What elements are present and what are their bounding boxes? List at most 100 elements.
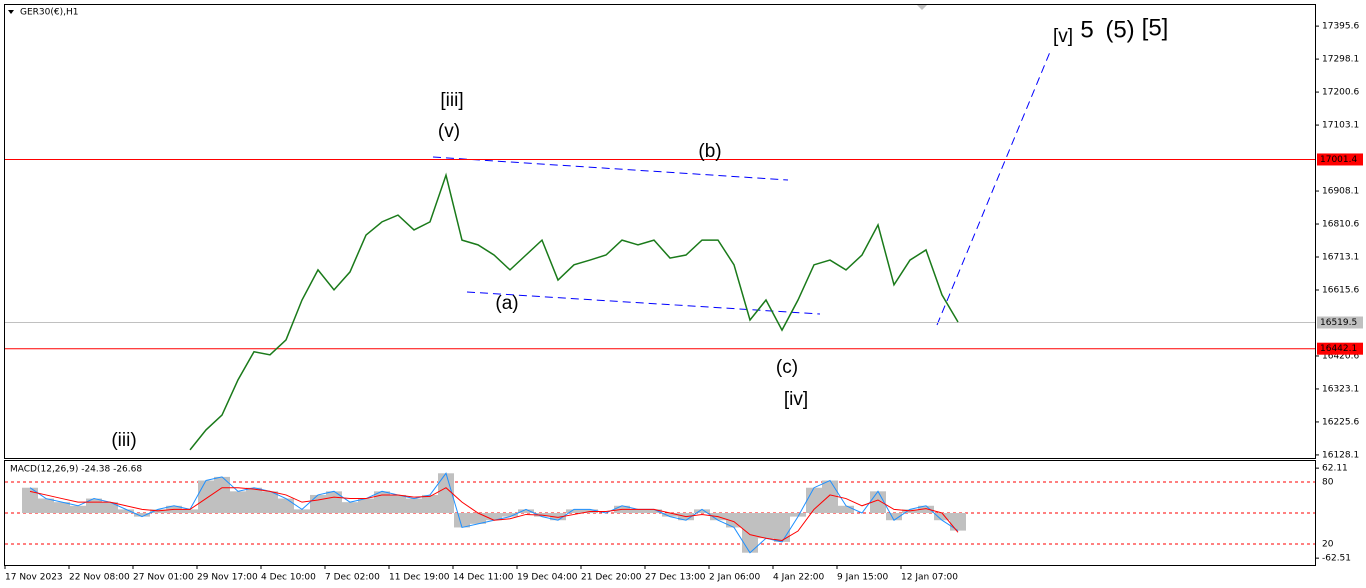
macd-bar (294, 509, 310, 513)
price-level-label: 17001.4 (1320, 155, 1357, 165)
shift-marker (917, 5, 927, 10)
macd-bar (838, 505, 854, 513)
macd-bar (934, 513, 950, 521)
macd-bar (550, 513, 566, 521)
y-tick-label: 16225.6 (1322, 417, 1359, 427)
macd-bar (422, 494, 438, 513)
y-tick-label: 17103.1 (1322, 121, 1359, 131)
wave-label: [5] (1142, 14, 1169, 41)
level-label: 80 (1322, 478, 1334, 488)
macd-title: MACD(12,26,9) -24.38 -26.68 (10, 465, 142, 475)
macd-bar (742, 513, 758, 553)
macd-bar (198, 480, 214, 513)
wave-label: (a) (495, 293, 518, 314)
macd-bar (918, 505, 934, 513)
price-level-label: 16519.5 (1320, 318, 1357, 328)
macd-bar (454, 513, 470, 528)
x-tick-label: 22 Nov 08:00 (69, 573, 130, 583)
x-tick-label: 27 Dec 13:00 (645, 573, 706, 583)
macd-bar (374, 491, 390, 513)
macd-bar (230, 491, 246, 513)
x-tick-label: 9 Jan 15:00 (837, 573, 889, 583)
x-tick-label: 17 Nov 2023 (5, 573, 63, 583)
wave-label: [iv] (784, 389, 808, 410)
y-tick-label: 17298.1 (1322, 55, 1359, 65)
y-tick-label: 62.11 (1322, 464, 1348, 474)
y-tick-label: 16420.6 (1322, 351, 1359, 361)
price-line (189, 172, 959, 451)
wave-label: (b) (698, 141, 721, 162)
y-tick-label: -62.51 (1322, 554, 1351, 564)
x-tick-label: 4 Dec 10:00 (261, 573, 316, 583)
macd-bar (214, 476, 230, 513)
macd-bar (246, 487, 262, 513)
x-tick-label: 19 Dec 04:00 (517, 573, 578, 583)
y-tick-label: 17395.6 (1322, 22, 1359, 32)
macd-bar (886, 513, 902, 521)
macd-bar (566, 509, 582, 513)
wave-label: [v] (1053, 26, 1073, 47)
y-tick-label: 16128.1 (1322, 450, 1359, 460)
macd-bar (118, 509, 134, 513)
macd-bar (758, 513, 774, 539)
price-level-box (1317, 316, 1363, 329)
x-tick-label: 2 Jan 06:00 (709, 573, 761, 583)
macd-bar (102, 502, 118, 513)
macd-bar (662, 513, 678, 517)
menu-arrow (8, 10, 14, 14)
y-tick-label: 16908.1 (1322, 187, 1359, 197)
macd-bar (486, 513, 502, 521)
macd-bar (438, 473, 454, 513)
macd-bar (822, 480, 838, 513)
x-tick-label: 11 Dec 19:00 (389, 573, 450, 583)
macd-bar (518, 509, 534, 513)
y-tick-label: 16810.6 (1322, 220, 1359, 230)
macd-bar (278, 498, 294, 513)
macd-bar (54, 502, 70, 513)
x-tick-label: 7 Dec 02:00 (325, 573, 380, 583)
macd-bar (310, 494, 326, 513)
main-panel (4, 4, 1316, 459)
price-level-box (1317, 342, 1363, 355)
macd-bar (470, 513, 486, 524)
wave-label: (v) (438, 121, 460, 142)
macd-bar (790, 513, 806, 517)
wave-label: 5 (1080, 16, 1093, 43)
projection-line (936, 51, 1051, 326)
macd-bar (342, 502, 358, 513)
macd-bar (182, 509, 198, 513)
x-tick-label: 14 Dec 11:00 (453, 573, 514, 583)
wave-label: (5) (1105, 16, 1134, 43)
macd-bar (262, 491, 278, 513)
macd-bar (38, 498, 54, 513)
macd-bar (358, 498, 374, 513)
macd-bar (134, 513, 150, 517)
macd-bar (326, 491, 342, 513)
wave-label: [iii] (440, 90, 463, 111)
wave-label: (iii) (111, 430, 136, 451)
signal-line (29, 487, 959, 541)
chart-title: GER30(€),H1 (20, 8, 78, 18)
y-tick-label: 16615.6 (1322, 285, 1359, 295)
macd-bar (502, 513, 518, 517)
x-tick-label: 21 Dec 20:00 (581, 573, 642, 583)
y-tick-label: 16713.1 (1322, 253, 1359, 263)
trend-line (432, 156, 789, 181)
x-tick-label: 29 Nov 17:00 (197, 573, 258, 583)
macd-bar (646, 509, 662, 513)
x-tick-label: 12 Jan 07:00 (901, 573, 958, 583)
level-label: 20 (1322, 540, 1334, 550)
macd-bar (70, 505, 86, 513)
wave-label: (c) (776, 357, 798, 378)
macd-bar (630, 509, 646, 513)
price-level-label: 16442.1 (1320, 344, 1357, 354)
x-tick-label: 4 Jan 22:00 (773, 573, 825, 583)
macd-bar (726, 513, 742, 528)
macd-bar (406, 498, 422, 513)
macd-bar (950, 513, 966, 531)
x-tick-label: 27 Nov 01:00 (133, 573, 194, 583)
y-tick-label: 16323.1 (1322, 384, 1359, 394)
trend-line (466, 291, 821, 315)
y-tick-label: 17200.6 (1322, 88, 1359, 98)
